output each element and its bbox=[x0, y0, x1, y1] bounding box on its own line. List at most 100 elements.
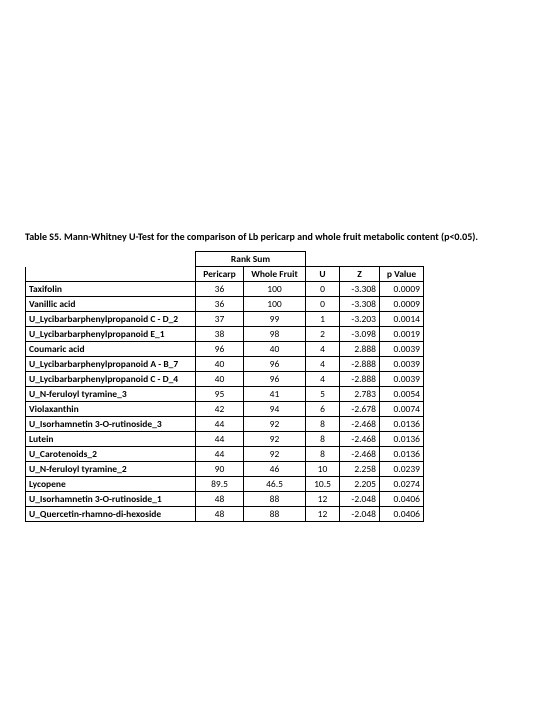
cell-u: 5 bbox=[306, 387, 340, 402]
cell-z: -3.098 bbox=[340, 327, 380, 342]
header-name-blank bbox=[26, 267, 196, 282]
cell-whole-fruit: 100 bbox=[244, 282, 306, 297]
header-blank-p bbox=[380, 252, 424, 267]
header-row-1: Rank Sum bbox=[26, 252, 424, 267]
cell-p: 0.0136 bbox=[380, 432, 424, 447]
cell-whole-fruit: 100 bbox=[244, 297, 306, 312]
cell-whole-fruit: 94 bbox=[244, 402, 306, 417]
cell-u: 8 bbox=[306, 447, 340, 462]
cell-p: 0.0136 bbox=[380, 417, 424, 432]
cell-whole-fruit: 96 bbox=[244, 372, 306, 387]
cell-name: U_Isorhamnetin 3-O-rutinoside_1 bbox=[26, 492, 196, 507]
table-row: U_Lycibarbarphenylpropanoid C - D_237991… bbox=[26, 312, 424, 327]
cell-u: 6 bbox=[306, 402, 340, 417]
header-rank-sum: Rank Sum bbox=[196, 252, 306, 267]
table-row: U_Lycibarbarphenylpropanoid A - B_740964… bbox=[26, 357, 424, 372]
cell-pericarp: 40 bbox=[196, 357, 244, 372]
cell-whole-fruit: 99 bbox=[244, 312, 306, 327]
cell-u: 1 bbox=[306, 312, 340, 327]
table-caption: Table S5. Mann-Whitney U-Test for the co… bbox=[25, 230, 515, 243]
header-blank bbox=[26, 252, 196, 267]
cell-name: U_Lycibarbarphenylpropanoid E_1 bbox=[26, 327, 196, 342]
cell-u: 4 bbox=[306, 372, 340, 387]
cell-u: 10 bbox=[306, 462, 340, 477]
cell-whole-fruit: 46 bbox=[244, 462, 306, 477]
cell-u: 8 bbox=[306, 417, 340, 432]
data-table: Rank Sum Pericarp Whole Fruit U Z p Valu… bbox=[25, 251, 424, 522]
cell-u: 0 bbox=[306, 282, 340, 297]
cell-p: 0.0039 bbox=[380, 342, 424, 357]
cell-name: Taxifolin bbox=[26, 282, 196, 297]
cell-pericarp: 44 bbox=[196, 417, 244, 432]
table-row: U_Lycibarbarphenylpropanoid C - D_440964… bbox=[26, 372, 424, 387]
cell-name: Lutein bbox=[26, 432, 196, 447]
table-row: U_Lycibarbarphenylpropanoid E_138982-3.0… bbox=[26, 327, 424, 342]
cell-z: -2.048 bbox=[340, 492, 380, 507]
table-row: U_Quercetin-rhamno-di-hexoside488812-2.0… bbox=[26, 507, 424, 522]
cell-z: -2.468 bbox=[340, 417, 380, 432]
cell-u: 2 bbox=[306, 327, 340, 342]
cell-pericarp: 38 bbox=[196, 327, 244, 342]
cell-z: 2.205 bbox=[340, 477, 380, 492]
cell-p: 0.0039 bbox=[380, 357, 424, 372]
header-p: p Value bbox=[380, 267, 424, 282]
table-row: Lycopene89.546.510.52.2050.0274 bbox=[26, 477, 424, 492]
header-blank-z bbox=[340, 252, 380, 267]
cell-z: 2.888 bbox=[340, 342, 380, 357]
cell-u: 12 bbox=[306, 507, 340, 522]
cell-whole-fruit: 92 bbox=[244, 432, 306, 447]
cell-u: 4 bbox=[306, 357, 340, 372]
cell-pericarp: 42 bbox=[196, 402, 244, 417]
table-row: U_N-feruloyl tyramine_3954152.7830.0054 bbox=[26, 387, 424, 402]
cell-name: Lycopene bbox=[26, 477, 196, 492]
table-row: Lutein44928-2.4680.0136 bbox=[26, 432, 424, 447]
cell-p: 0.0019 bbox=[380, 327, 424, 342]
cell-z: -3.308 bbox=[340, 297, 380, 312]
cell-name: U_Quercetin-rhamno-di-hexoside bbox=[26, 507, 196, 522]
cell-p: 0.0009 bbox=[380, 297, 424, 312]
cell-z: 2.258 bbox=[340, 462, 380, 477]
cell-p: 0.0136 bbox=[380, 447, 424, 462]
cell-u: 12 bbox=[306, 492, 340, 507]
table-row: Coumaric acid964042.8880.0039 bbox=[26, 342, 424, 357]
cell-pericarp: 37 bbox=[196, 312, 244, 327]
cell-name: Violaxanthin bbox=[26, 402, 196, 417]
cell-z: -3.308 bbox=[340, 282, 380, 297]
cell-u: 8 bbox=[306, 432, 340, 447]
cell-pericarp: 36 bbox=[196, 297, 244, 312]
cell-z: -2.048 bbox=[340, 507, 380, 522]
cell-z: -2.468 bbox=[340, 432, 380, 447]
header-pericarp: Pericarp bbox=[196, 267, 244, 282]
cell-z: 2.783 bbox=[340, 387, 380, 402]
cell-pericarp: 96 bbox=[196, 342, 244, 357]
cell-z: -2.468 bbox=[340, 447, 380, 462]
table-body: Taxifolin361000-3.3080.0009Vanillic acid… bbox=[26, 282, 424, 522]
table-row: Violaxanthin42946-2.6780.0074 bbox=[26, 402, 424, 417]
cell-p: 0.0274 bbox=[380, 477, 424, 492]
cell-p: 0.0406 bbox=[380, 492, 424, 507]
cell-pericarp: 48 bbox=[196, 492, 244, 507]
cell-whole-fruit: 92 bbox=[244, 447, 306, 462]
table-row: U_N-feruloyl tyramine_29046102.2580.0239 bbox=[26, 462, 424, 477]
cell-pericarp: 48 bbox=[196, 507, 244, 522]
cell-pericarp: 44 bbox=[196, 447, 244, 462]
cell-whole-fruit: 41 bbox=[244, 387, 306, 402]
cell-u: 0 bbox=[306, 297, 340, 312]
cell-u: 10.5 bbox=[306, 477, 340, 492]
cell-name: Vanillic acid bbox=[26, 297, 196, 312]
cell-whole-fruit: 88 bbox=[244, 507, 306, 522]
cell-p: 0.0039 bbox=[380, 372, 424, 387]
table-row: U_Isorhamnetin 3-O-rutinoside_344928-2.4… bbox=[26, 417, 424, 432]
cell-whole-fruit: 40 bbox=[244, 342, 306, 357]
cell-p: 0.0406 bbox=[380, 507, 424, 522]
cell-p: 0.0054 bbox=[380, 387, 424, 402]
cell-name: U_Lycibarbarphenylpropanoid C - D_4 bbox=[26, 372, 196, 387]
table-row: U_Isorhamnetin 3-O-rutinoside_1488812-2.… bbox=[26, 492, 424, 507]
cell-name: U_Lycibarbarphenylpropanoid C - D_2 bbox=[26, 312, 196, 327]
cell-whole-fruit: 96 bbox=[244, 357, 306, 372]
cell-z: -2.888 bbox=[340, 372, 380, 387]
cell-p: 0.0239 bbox=[380, 462, 424, 477]
cell-pericarp: 89.5 bbox=[196, 477, 244, 492]
cell-name: U_Carotenoids_2 bbox=[26, 447, 196, 462]
cell-pericarp: 44 bbox=[196, 432, 244, 447]
